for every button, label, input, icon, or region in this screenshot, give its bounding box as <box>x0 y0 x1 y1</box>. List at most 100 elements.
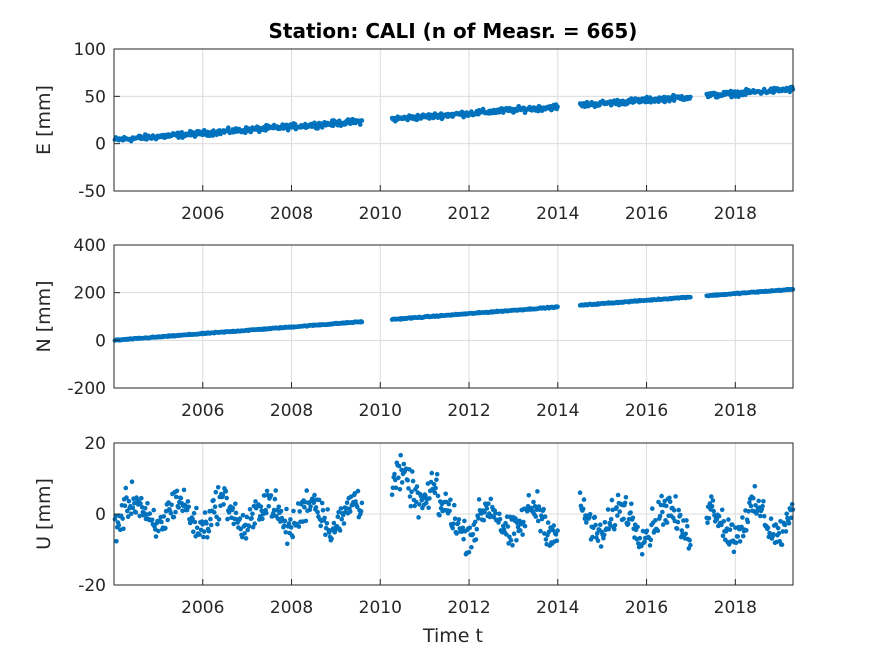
up-data-point <box>510 543 515 548</box>
north-x-tick-label: 2018 <box>714 401 757 421</box>
up-data-point <box>414 484 420 489</box>
up-data-point <box>192 519 198 525</box>
up-data-point <box>551 523 556 528</box>
up-data-point <box>533 514 539 519</box>
up-data-point <box>397 487 403 492</box>
up-data-point <box>329 536 334 541</box>
up-data-point <box>133 510 139 515</box>
up-data-point <box>590 534 595 540</box>
up-data-point <box>168 511 174 516</box>
up-data-point <box>260 516 265 522</box>
up-data-point <box>250 511 255 516</box>
east-data-point <box>671 98 677 103</box>
panel-north: 2006 2008 2010 2012 2014 2016 2018 -200 0 200 400 N… <box>33 236 796 421</box>
up-data-point <box>200 522 205 527</box>
up-data-point <box>424 500 429 506</box>
up-data-point <box>406 486 411 491</box>
chart-title: Station: CALI (n of Measr. = 665) <box>269 19 638 43</box>
up-data-point <box>746 509 751 514</box>
up-data-point <box>159 519 164 525</box>
up-data-point <box>789 501 795 507</box>
up-data-point <box>240 534 245 540</box>
up-data-point <box>609 497 615 503</box>
up-data-point <box>213 489 219 495</box>
up-data-point <box>786 521 792 526</box>
up-data-point <box>522 523 528 529</box>
up-data-point <box>258 504 264 509</box>
up-data-point <box>513 516 518 521</box>
panel-up: 2006 2008 2010 2012 2014 2016 2018 -20 0 20 U [mm] <box>33 434 796 618</box>
up-data-point <box>410 478 416 484</box>
up-data-point <box>775 525 781 531</box>
up-data-point <box>296 524 302 529</box>
up-data-point <box>276 504 282 510</box>
up-data-point <box>163 525 168 531</box>
up-data-point <box>443 491 449 497</box>
up-data-point <box>550 527 556 533</box>
up-data-point <box>355 488 361 494</box>
up-data-point <box>226 510 232 515</box>
up-data-point <box>253 499 258 504</box>
up-data-point <box>608 516 614 522</box>
up-data-point <box>139 495 144 501</box>
up-data-point <box>535 518 541 524</box>
up-data-point <box>446 501 452 507</box>
up-data-point <box>554 538 560 543</box>
north-y-tick-label: 200 <box>74 284 106 304</box>
up-data-point <box>197 532 202 537</box>
up-data-point <box>312 492 317 498</box>
up-data-point <box>731 549 737 555</box>
up-data-point <box>448 497 453 503</box>
up-data-point <box>336 509 341 515</box>
up-data-point <box>647 543 653 548</box>
up-data-point <box>128 511 134 517</box>
up-data-point <box>542 514 548 519</box>
up-data-point <box>687 537 692 543</box>
up-data-point <box>331 520 337 526</box>
up-data-point <box>247 507 253 512</box>
up-data-point <box>153 534 159 539</box>
up-data-point <box>194 525 200 531</box>
east-y-axis-label: E [mm] <box>33 85 55 155</box>
up-data-point <box>476 516 481 521</box>
up-data-point <box>320 507 326 513</box>
up-data-point <box>592 514 598 520</box>
up-data-point <box>273 488 279 493</box>
up-data-point <box>761 499 766 504</box>
up-data-point <box>124 495 129 500</box>
up-data-point <box>191 510 197 516</box>
up-data-point <box>667 495 672 501</box>
up-data-point <box>344 500 350 506</box>
up-data-point <box>679 528 685 533</box>
up-data-point <box>417 502 422 507</box>
up-data-point <box>324 521 330 526</box>
up-data-point <box>587 512 593 517</box>
east-data-point <box>736 94 741 99</box>
up-data-point <box>412 503 418 509</box>
up-y-tick-label: 20 <box>84 434 106 454</box>
up-data-point <box>667 499 673 505</box>
up-data-point <box>325 507 331 512</box>
up-data-point <box>784 511 789 517</box>
up-data-point <box>435 493 441 499</box>
up-data-point <box>426 505 431 511</box>
up-x-tick-label: 2006 <box>181 598 224 618</box>
up-data-point <box>221 502 226 507</box>
up-data-point <box>450 525 456 531</box>
up-data-point <box>281 523 287 528</box>
up-data-point <box>137 513 142 519</box>
up-data-point <box>659 493 664 499</box>
up-data-point <box>174 488 180 494</box>
up-data-point <box>664 520 670 525</box>
up-data-point <box>147 511 153 516</box>
up-x-tick-label: 2012 <box>447 598 490 618</box>
up-x-tick-label: 2016 <box>625 598 668 618</box>
up-data-point <box>308 504 313 509</box>
up-data-point <box>282 518 288 524</box>
up-data-point <box>721 519 727 524</box>
up-y-axis-label: U [mm] <box>33 478 55 550</box>
up-data-point <box>481 517 487 523</box>
up-data-point <box>628 510 633 515</box>
up-data-point <box>671 508 677 513</box>
up-data-point <box>455 520 461 526</box>
